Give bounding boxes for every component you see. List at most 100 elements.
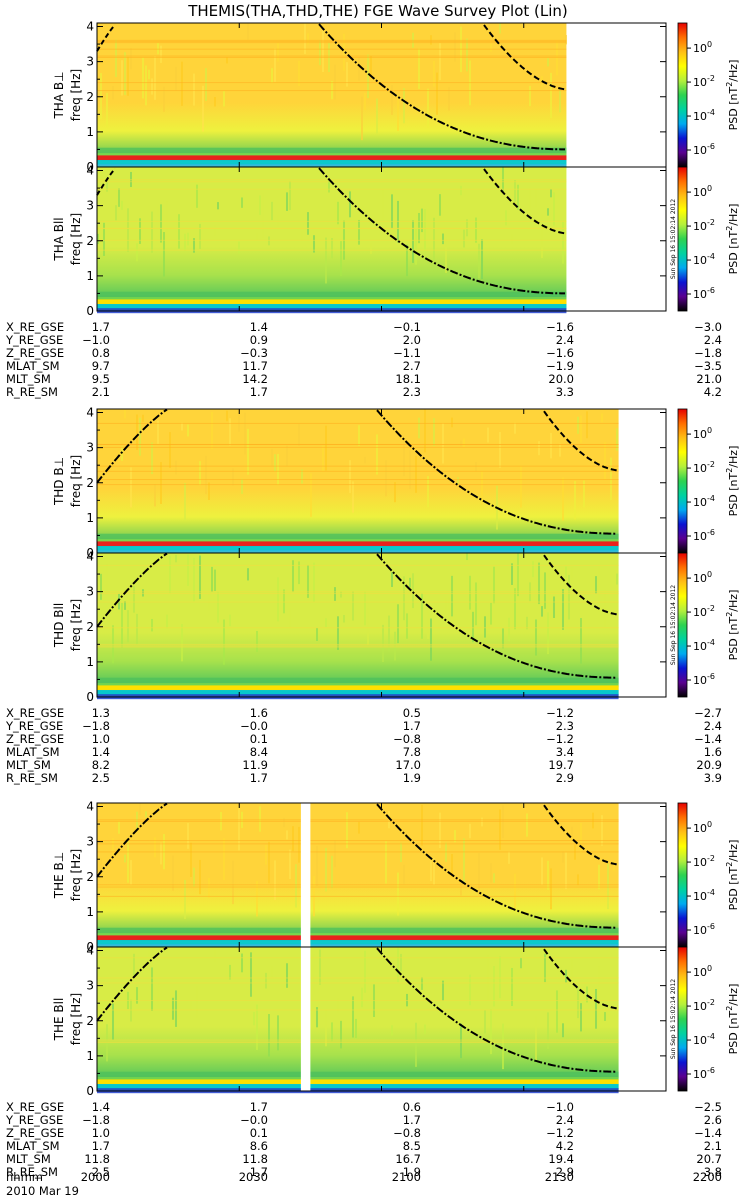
y-tick-label: 4 [86,944,94,958]
ephemeris-name: Y_RE_GSE [5,1113,63,1127]
ephemeris-value: 18.1 [395,372,421,386]
y-tick-label: 3 [86,835,94,849]
ephemeris-value: 14.2 [242,372,268,386]
ephemeris-value: 1.7 [92,1139,110,1153]
y-axis-label: freq [Hz] [69,849,83,901]
ephemeris-name: Y_RE_GSE [5,719,63,733]
spectrogram-body [97,553,619,697]
ephemeris-value: −1.9 [546,359,574,373]
ephemeris-value: 2.4 [556,1113,574,1127]
colorbar-label: PSD [nT2/Hz] [725,60,740,131]
y-tick-label: 2 [86,476,94,490]
gyrofrequency-curve [543,554,619,616]
ephemeris-value: 8.5 [403,1139,421,1153]
gyrofrequency-curve [543,410,619,472]
dominant-band [97,541,619,547]
spectrogram-body [97,947,619,1091]
ephemeris-value: 0.1 [250,732,268,746]
ephemeris-name: Z_RE_GSE [6,732,64,746]
date-label: 2010 Mar 19 [6,1184,79,1198]
dominant-band [97,1079,619,1085]
ephemeris-value: 1.9 [403,1165,421,1179]
ephemeris-value: 8.2 [92,758,110,772]
colorbar [677,552,688,698]
ephemeris-value: −1.4 [694,1126,722,1140]
y-tick-label: 1 [86,269,94,283]
ephemeris-value: −1.8 [82,719,110,733]
x-tick-label: 2000 [81,1170,110,1184]
gyrofrequency-curve [96,552,168,628]
gyrofrequency-curve [318,23,565,151]
ephemeris-value: 1.7 [92,320,110,334]
y-tick-label: 1 [86,905,94,919]
ephemeris-value: 9.5 [92,372,110,386]
colorbar-tick-label: 10-6 [693,922,715,937]
ephemeris-value: 1.4 [92,745,110,759]
ephemeris-value: −1.0 [546,1100,574,1114]
ephemeris-value: −2.7 [694,706,722,720]
colorbar-tick-label: 10-2 [693,998,715,1013]
ephemeris-value: 1.9 [403,771,421,785]
ephemeris-name: Z_RE_GSE [6,346,64,360]
colorbar-tick-label: 10-4 [693,252,715,267]
y-tick-label: 4 [86,20,94,34]
ephemeris-name: MLAT_SM [6,359,60,373]
y-tick-label: 0 [86,1084,94,1098]
gyrofrequency-curve [318,167,565,295]
time-axis-unit-label: hhmm [6,1170,43,1184]
ephemeris-value: 2.1 [92,385,110,399]
y-axis-label: freq [Hz] [69,993,83,1045]
colorbar-tick-label: 100 [693,426,712,441]
ephemeris-value: 2.4 [556,333,574,347]
gyrofrequency-curve [96,802,168,878]
spectrogram-body [97,409,619,553]
panel-label: THE Bll [52,998,66,1042]
colorbar-tick-label: 10-2 [693,460,715,475]
colorbar-tick-label: 10-4 [693,1032,715,1047]
gyrofrequency-curve [96,408,168,484]
colorbar-label: PSD [nT2/Hz] [725,840,740,911]
y-tick-label: 4 [86,550,94,564]
ephemeris-value: 2.4 [704,333,722,347]
ephemeris-value: 2.9 [556,1165,574,1179]
x-tick-label: 2030 [239,1170,268,1184]
ephemeris-value: −0.1 [393,320,421,334]
y-axis-label: freq [Hz] [69,455,83,507]
gyrofrequency-curve [483,168,567,235]
ephemeris-value: 1.6 [704,745,722,759]
colorbar-tick-label: 10-4 [693,494,715,509]
ephemeris-value: 3.8 [704,1165,722,1179]
ephemeris-value: 7.8 [403,745,421,759]
ephemeris-value: 17.0 [395,758,421,772]
ephemeris-value: 1.0 [92,1126,110,1140]
gyrofrequency-curve [543,948,619,1010]
gyrofrequency-curve [543,804,619,866]
ephemeris-value: 16.7 [395,1152,421,1166]
ephemeris-value: 3.4 [556,745,574,759]
ephemeris-name: X_RE_GSE [6,706,64,720]
ephemeris-name: MLT_SM [6,372,51,386]
y-tick-label: 3 [86,585,94,599]
y-tick-label: 0 [86,160,94,174]
colorbar-tick-label: 10-2 [693,604,715,619]
ephemeris-value: 0.6 [403,1100,421,1114]
x-tick-label: 2130 [545,1170,574,1184]
ephemeris-value: 2.0 [403,333,421,347]
y-tick-label: 3 [86,55,94,69]
ephemeris-name: Z_RE_GSE [6,1126,64,1140]
colorbar [677,802,688,948]
colorbar-tick-label: 10-6 [693,672,715,687]
colorbar-tick-label: 10-4 [693,888,715,903]
ephemeris-value: −1.0 [82,333,110,347]
ephemeris-value: −0.8 [393,732,421,746]
ephemeris-value: 1.7 [250,385,268,399]
ephemeris-value: −2.5 [694,1100,722,1114]
ephemeris-value: 11.8 [242,1152,268,1166]
y-axis-label: freq [Hz] [69,213,83,265]
gyrofrequency-curve [96,167,116,196]
generation-timestamp: Sun Sep 16 15:02:14 2012 [670,585,677,665]
y-tick-label: 1 [86,655,94,669]
